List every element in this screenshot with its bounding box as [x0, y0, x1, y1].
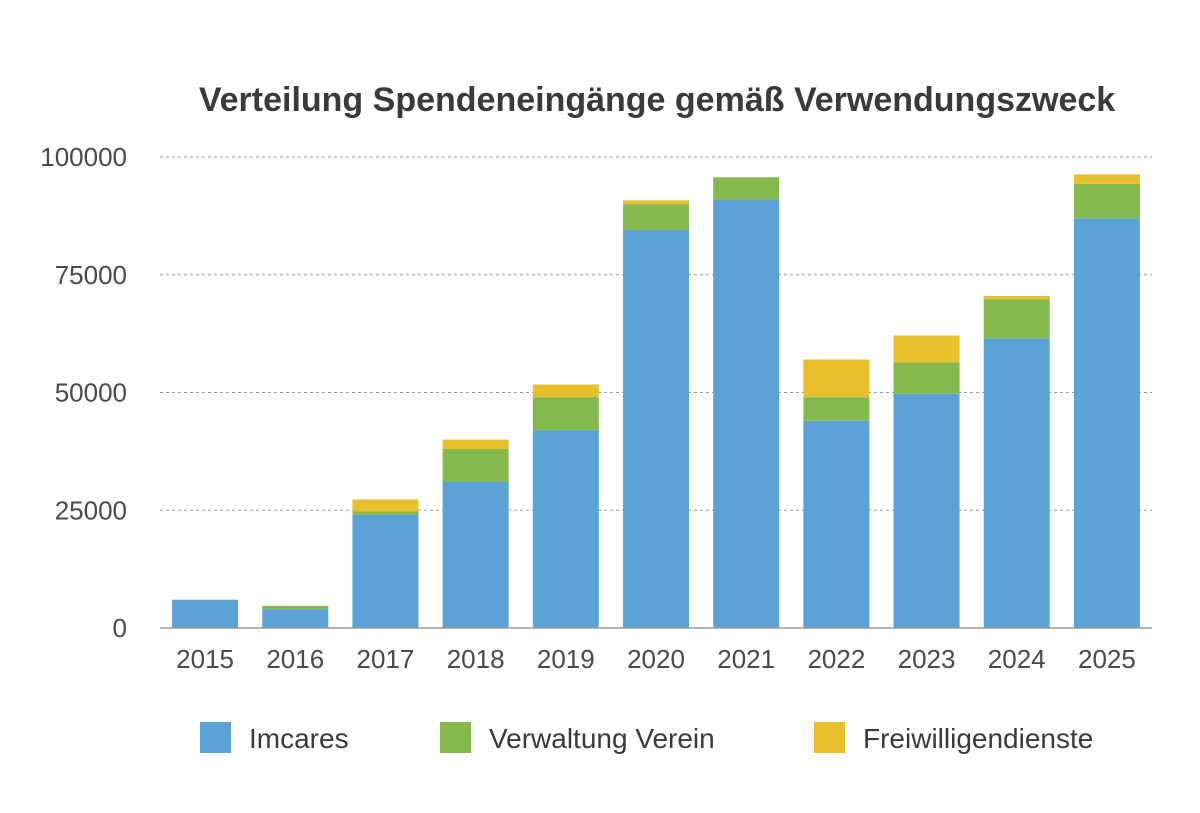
legend-swatch	[814, 722, 845, 753]
bar-2017-verwaltung-verein	[352, 511, 419, 515]
legend-label: Freiwilligendienste	[863, 723, 1093, 754]
bar-2020-verwaltung-verein	[623, 204, 689, 231]
bar-2021-verwaltung-verein	[713, 177, 780, 200]
x-tick-label-2016: 2016	[266, 644, 324, 674]
bar-2018-imcares	[442, 481, 509, 628]
bar-2015-imcares	[172, 599, 239, 628]
bar-2025-freiwilligendienste	[1073, 174, 1140, 184]
bar-2020-imcares	[623, 230, 689, 628]
x-axis-ticks: 2015 2016 2017 2018 2019 2020 2021 2022 2023 2024…	[176, 644, 1136, 674]
y-tick-label: 100000	[40, 142, 127, 172]
x-tick-label-2018: 2018	[447, 644, 505, 674]
bar-2019-freiwilligendienste	[532, 384, 599, 398]
bars	[172, 174, 1140, 629]
x-tick-label-2017: 2017	[357, 644, 415, 674]
y-tick-label: 50000	[55, 378, 127, 408]
y-tick-label: 75000	[55, 260, 127, 290]
x-tick-label-2024: 2024	[988, 644, 1046, 674]
bar-2025-imcares	[1073, 218, 1140, 629]
bar-2022-freiwilligendienste	[803, 359, 870, 398]
bar-2017-imcares	[352, 514, 419, 628]
y-tick-label: 25000	[55, 495, 127, 525]
bar-2020-freiwilligendienste	[623, 200, 689, 205]
bar-2017-freiwilligendienste	[352, 499, 419, 512]
y-axis-ticks: 0 25000 50000 75000 100000	[40, 142, 127, 643]
x-tick-label-2019: 2019	[537, 644, 595, 674]
legend-item-verwaltung-verein: Verwaltung Verein	[440, 722, 715, 754]
bar-2022-imcares	[803, 420, 870, 628]
y-tick-label: 0	[113, 613, 127, 643]
x-tick-label-2023: 2023	[898, 644, 956, 674]
bar-2022-verwaltung-verein	[803, 397, 870, 421]
legend-swatch	[440, 722, 471, 753]
bar-2018-verwaltung-verein	[442, 449, 509, 482]
chart-title: Verteilung Spendeneingänge gemäß Verwend…	[199, 81, 1115, 119]
bar-2016-verwaltung-verein	[262, 605, 329, 610]
bar-2023-verwaltung-verein	[893, 362, 960, 394]
bar-2024-imcares	[983, 338, 1050, 628]
bar-2021-imcares	[713, 199, 780, 628]
legend: Imcares Verwaltung Verein Freiwilligendien…	[200, 722, 1093, 754]
x-tick-label-2015: 2015	[176, 644, 234, 674]
bar-2019-verwaltung-verein	[532, 397, 599, 431]
legend-item-freiwilligendienste: Freiwilligendienste	[814, 722, 1093, 754]
x-tick-label-2020: 2020	[627, 644, 685, 674]
bar-2019-imcares	[532, 430, 599, 628]
bar-2025-verwaltung-verein	[1073, 183, 1140, 219]
bar-2023-freiwilligendienste	[893, 335, 960, 363]
x-tick-label-2025: 2025	[1078, 644, 1136, 674]
x-tick-label-2022: 2022	[807, 644, 865, 674]
legend-swatch	[200, 722, 231, 753]
legend-label: Imcares	[249, 723, 349, 754]
bar-2024-verwaltung-verein	[983, 299, 1050, 339]
legend-item-imcares: Imcares	[200, 722, 349, 754]
bar-2024-freiwilligendienste	[983, 295, 1050, 300]
bar-2016-imcares	[262, 609, 329, 628]
bar-2023-imcares	[893, 393, 960, 628]
legend-label: Verwaltung Verein	[489, 723, 715, 754]
x-tick-label-2021: 2021	[717, 644, 775, 674]
bar-2018-freiwilligendienste	[442, 439, 509, 450]
